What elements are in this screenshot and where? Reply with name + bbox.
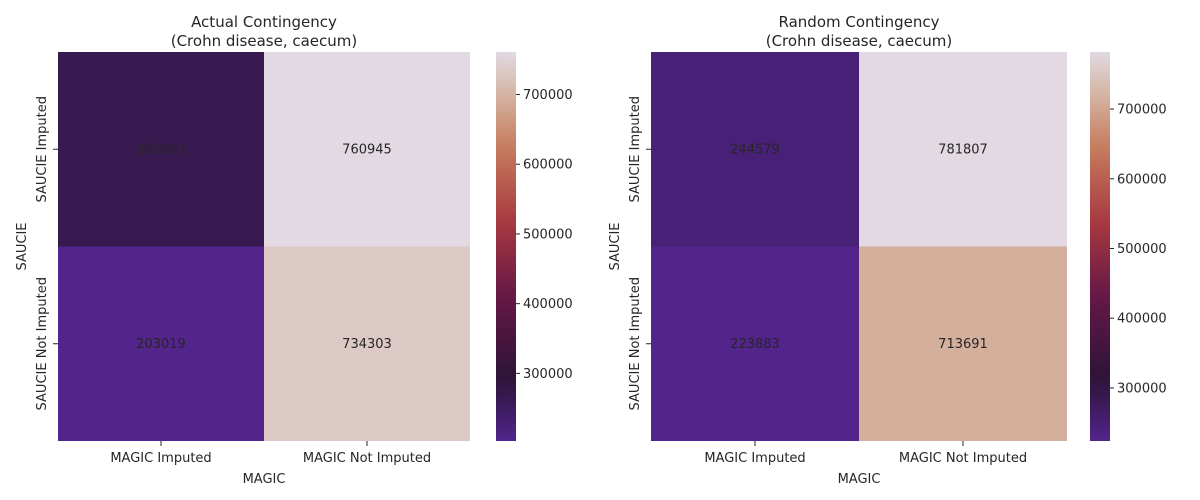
- chart-title: (Crohn disease, caecum): [171, 32, 358, 50]
- y-tick-label: SAUCIE Not Imputed: [628, 277, 643, 410]
- y-tick-label: SAUCIE Imputed: [628, 96, 643, 203]
- heatmap-cell: [264, 52, 470, 247]
- colorbar-tick-label: 500000: [523, 227, 573, 242]
- heatmap-cell: [58, 52, 264, 247]
- y-tick-label: SAUCIE Not Imputed: [35, 277, 50, 410]
- colorbar: [1090, 52, 1110, 441]
- heatmap-cell: [58, 246, 264, 441]
- colorbar-tick-label: 400000: [1117, 312, 1167, 327]
- heatmap-panel-2: 244579 781807 223883 713691 Random Contingen…: [608, 13, 1167, 487]
- x-tick-label: MAGIC Imputed: [110, 451, 211, 466]
- colorbar: [496, 52, 516, 441]
- heatmap-cell: [859, 52, 1067, 247]
- colorbar-tick-label: 300000: [523, 367, 573, 382]
- cell-value-label: 223883: [730, 337, 780, 352]
- heatmap-cell: [859, 246, 1067, 441]
- x-axis-label: MAGIC: [838, 472, 881, 487]
- y-tick-label: SAUCIE Imputed: [35, 96, 50, 203]
- y-axis-label: SAUCIE: [15, 222, 30, 270]
- heatmap-cell: [264, 246, 470, 441]
- x-axis-label: MAGIC: [243, 472, 286, 487]
- chart-title: (Crohn disease, caecum): [766, 32, 953, 50]
- colorbar-tick-label: 300000: [1117, 381, 1167, 396]
- colorbar-tick-label: 700000: [523, 88, 573, 103]
- colorbar-tick-label: 700000: [1117, 103, 1167, 118]
- chart-title: Actual Contingency: [191, 13, 337, 31]
- colorbar-tick-label: 600000: [523, 158, 573, 173]
- x-tick-label: MAGIC Imputed: [704, 451, 805, 466]
- x-tick-label: MAGIC Not Imputed: [303, 451, 431, 466]
- heatmap-panel-1: 265693 760945 203019 734303 Actual Contingen…: [15, 13, 573, 487]
- cell-value-label: 244579: [730, 142, 780, 157]
- cell-value-label: 203019: [136, 337, 186, 352]
- cell-value-label: 781807: [938, 142, 988, 157]
- cell-value-label: 713691: [938, 337, 988, 352]
- heatmap-cell: [651, 246, 859, 441]
- y-axis-label: SAUCIE: [608, 222, 623, 270]
- cell-value-label: 265693: [136, 142, 186, 157]
- chart-title: Random Contingency: [779, 13, 940, 31]
- cell-value-label: 760945: [342, 142, 392, 157]
- heatmap-cell: [651, 52, 859, 247]
- colorbar-tick-label: 500000: [1117, 242, 1167, 257]
- cell-value-label: 734303: [342, 337, 392, 352]
- colorbar-tick-label: 400000: [523, 297, 573, 312]
- colorbar-tick-label: 600000: [1117, 172, 1167, 187]
- x-tick-label: MAGIC Not Imputed: [899, 451, 1027, 466]
